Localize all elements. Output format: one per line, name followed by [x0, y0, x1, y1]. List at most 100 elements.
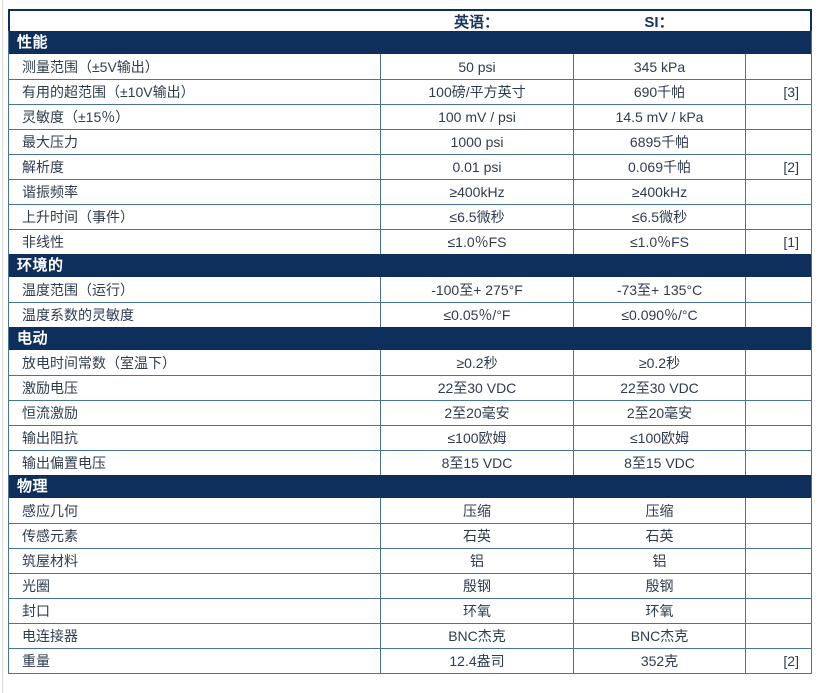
- page-edge-line: [2, 0, 3, 693]
- si-value-cell: -73至+ 135°C: [573, 277, 745, 302]
- row-label: 温度范围（运行）: [22, 281, 134, 298]
- si-value-cell: 6895千帕: [573, 130, 745, 154]
- column-header-row: 英语： SI：: [8, 9, 812, 31]
- si-value-cell: ≤1.0％FS: [573, 230, 745, 254]
- table-row: 最大压力 1000 psi 6895千帕: [9, 129, 811, 154]
- english-value-cell: 50 psi: [380, 54, 573, 79]
- english-value-cell: 0.01 psi: [380, 155, 573, 179]
- footnote-cell: [2]: [745, 649, 811, 673]
- english-value-cell: 压缩: [380, 498, 573, 523]
- row-label: 输出阻抗: [22, 430, 78, 446]
- table-row: 重量 12.4盎司 352克 [2]: [9, 648, 811, 673]
- row-label: 激励电压: [22, 380, 78, 396]
- table-row: 非线性 ≤1.0％FS ≤1.0％FS [1]: [9, 229, 811, 254]
- footnote-cell: [745, 599, 811, 623]
- table-row: 温度范围（运行） -100至+ 275°F -73至+ 135°C: [9, 277, 811, 302]
- footnote-cell: [745, 350, 811, 375]
- footnote-cell: [1]: [745, 230, 811, 254]
- si-value-cell: ≤0.090％/°C: [573, 303, 745, 327]
- english-value-cell: 殷钢: [380, 574, 573, 598]
- table-row: 谐振频率 ≥400kHz ≥400kHz: [9, 179, 811, 204]
- table-row: 光圈 殷钢 殷钢: [9, 573, 811, 598]
- english-value-cell: 铝: [380, 549, 573, 573]
- row-label: 非线性: [22, 234, 64, 250]
- row-label: 灵敏度（±15％）: [22, 109, 130, 125]
- footnote-cell: [745, 574, 811, 598]
- si-value-cell: 22至30 VDC: [573, 376, 745, 400]
- table-row: 上升时间（事件） ≤6.5微秒 ≤6.5微秒: [9, 204, 811, 229]
- section-header: 物理: [9, 475, 811, 498]
- table-row: 输出阻抗 ≤100欧姆 ≤100欧姆: [9, 425, 811, 450]
- footnote-cell: [745, 549, 811, 573]
- row-label: 电连接器: [22, 628, 78, 644]
- footnote-cell: [745, 54, 811, 79]
- column-header-english: 英语：: [453, 13, 499, 31]
- section-header: 性能: [9, 31, 811, 54]
- english-value-cell: 环氧: [380, 599, 573, 623]
- table-row: 温度系数的灵敏度 ≤0.05％/°F ≤0.090％/°C: [9, 302, 811, 327]
- table-row: 放电时间常数（室温下） ≥0.2秒 ≥0.2秒: [9, 350, 811, 375]
- table-row: 输出偏置电压 8至15 VDC 8至15 VDC: [9, 450, 811, 475]
- english-value-cell: 2至20毫安: [380, 401, 573, 425]
- footnote-cell: [745, 401, 811, 425]
- spec-table: 英语： SI： 性能 测量范围（±5V输出） 50 psi 345 kPa 有用的超范围…: [8, 9, 812, 674]
- english-value-cell: 100磅/平方英寸: [380, 80, 573, 104]
- footnote-cell: [745, 277, 811, 302]
- english-value-cell: ≤0.05％/°F: [380, 303, 573, 327]
- spec-table-body: 性能 测量范围（±5V输出） 50 psi 345 kPa 有用的超范围（±10V输出）…: [8, 31, 812, 674]
- si-value-cell: 压缩: [573, 498, 745, 523]
- si-value-cell: ≥400kHz: [573, 180, 745, 204]
- english-value-cell: ≤1.0％FS: [380, 230, 573, 254]
- footnote-cell: [3]: [745, 80, 811, 104]
- si-value-cell: 石英: [573, 524, 745, 548]
- section-header: 环境的: [9, 254, 811, 277]
- english-value-cell: ≤6.5微秒: [380, 205, 573, 229]
- english-value-cell: 石英: [380, 524, 573, 548]
- footnote-cell: [745, 624, 811, 648]
- table-row: 解析度 0.01 psi 0.069千帕 [2]: [9, 154, 811, 179]
- english-value-cell: 100 mV / psi: [380, 105, 573, 129]
- footnote-cell: [745, 205, 811, 229]
- row-label: 传感元素: [22, 528, 78, 544]
- si-value-cell: 2至20毫安: [573, 401, 745, 425]
- table-row: 测量范围（±5V输出） 50 psi 345 kPa: [9, 54, 811, 79]
- table-row: 有用的超范围（±10V输出） 100磅/平方英寸 690千帕 [3]: [9, 79, 811, 104]
- si-value-cell: 690千帕: [573, 80, 745, 104]
- footnote-cell: [745, 303, 811, 327]
- footnote-cell: [745, 451, 811, 475]
- column-header-si: SI：: [644, 13, 674, 31]
- footnote-cell: [745, 105, 811, 129]
- footnote-cell: [745, 376, 811, 400]
- si-value-cell: 352克: [573, 649, 745, 673]
- row-label: 温度系数的灵敏度: [22, 307, 134, 323]
- si-value-cell: 殷钢: [573, 574, 745, 598]
- row-label: 谐振频率: [22, 184, 78, 200]
- si-value-cell: 环氧: [573, 599, 745, 623]
- row-label: 重量: [22, 653, 50, 669]
- footnote-cell: [745, 524, 811, 548]
- row-label: 解析度: [22, 159, 64, 175]
- table-row: 激励电压 22至30 VDC 22至30 VDC: [9, 375, 811, 400]
- english-value-cell: 1000 psi: [380, 130, 573, 154]
- english-value-cell: 8至15 VDC: [380, 451, 573, 475]
- footnote-cell: [745, 130, 811, 154]
- header-spacer: [10, 11, 380, 31]
- table-row: 传感元素 石英 石英: [9, 523, 811, 548]
- english-value-cell: -100至+ 275°F: [380, 277, 573, 302]
- si-value-cell: 14.5 mV / kPa: [573, 105, 745, 129]
- header-note-spacer: [745, 11, 810, 31]
- row-label: 感应几何: [22, 502, 78, 519]
- footnote-cell: [745, 180, 811, 204]
- english-value-cell: ≤100欧姆: [380, 426, 573, 450]
- row-label: 上升时间（事件）: [22, 209, 134, 225]
- row-label: 封口: [22, 603, 50, 619]
- table-row: 灵敏度（±15％） 100 mV / psi 14.5 mV / kPa: [9, 104, 811, 129]
- si-value-cell: ≤6.5微秒: [573, 205, 745, 229]
- row-label: 放电时间常数（室温下）: [22, 354, 176, 371]
- english-value-cell: BNC杰克: [380, 624, 573, 648]
- english-value-cell: 22至30 VDC: [380, 376, 573, 400]
- footnote-cell: [2]: [745, 155, 811, 179]
- table-row: 恒流激励 2至20毫安 2至20毫安: [9, 400, 811, 425]
- table-row: 电连接器 BNC杰克 BNC杰克: [9, 623, 811, 648]
- si-value-cell: ≤100欧姆: [573, 426, 745, 450]
